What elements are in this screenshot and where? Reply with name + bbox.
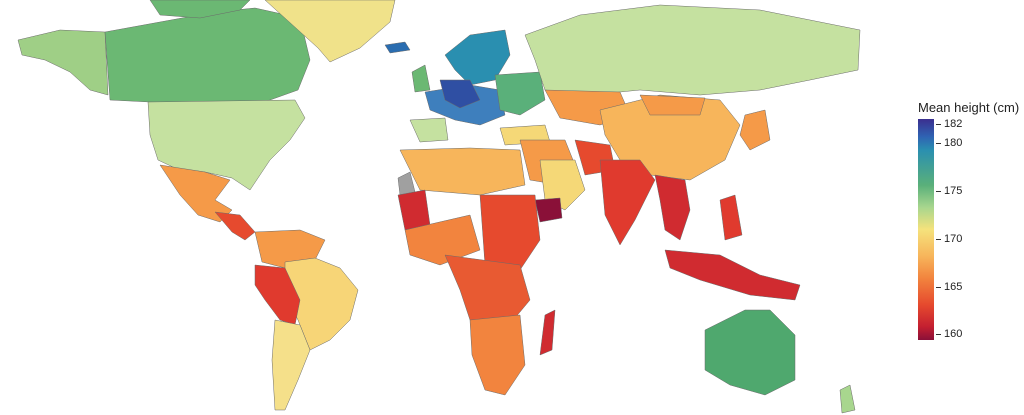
region-central-america: [214, 211, 256, 241]
legend-tick-label-182: 182: [944, 118, 963, 130]
legend-tick-180: [936, 143, 941, 144]
region-yemen: [534, 197, 563, 223]
legend-title: Mean height (cm): [918, 100, 1020, 115]
world-map: [17, 0, 861, 414]
legend-tick-165: [936, 287, 941, 288]
legend-tick-label-170: 170: [944, 233, 963, 245]
region-madagascar: [539, 309, 556, 356]
region-eastern-europe: [494, 71, 546, 116]
legend-tick-label-165: 165: [944, 281, 963, 293]
region-uk: [411, 64, 431, 93]
legend-tick-175: [936, 191, 941, 192]
legend-tick-label-180: 180: [944, 137, 963, 149]
region-east-africa: [479, 194, 541, 271]
legend-tick-160: [936, 334, 941, 335]
region-australia: [704, 309, 796, 396]
region-usa: [147, 99, 306, 191]
region-iberia: [409, 117, 449, 143]
region-canada: [104, 7, 311, 106]
region-north-africa: [399, 147, 526, 196]
region-southeast-asia: [654, 174, 691, 241]
region-scandinavia: [444, 29, 511, 86]
region-arabia: [539, 159, 586, 211]
legend-tick-label-175: 175: [944, 185, 963, 197]
region-iceland: [384, 41, 411, 54]
legend-tick-182: [936, 124, 941, 125]
region-canada-islands: [149, 0, 251, 19]
region-mongolia: [639, 94, 706, 116]
region-japan: [739, 109, 771, 151]
region-indonesia: [664, 249, 801, 301]
region-argentina-chile: [271, 319, 311, 411]
region-central-europe: [439, 79, 481, 109]
region-philippines: [719, 194, 743, 241]
region-alaska: [17, 29, 109, 96]
region-new-zealand: [839, 384, 856, 414]
region-greenland: [264, 0, 396, 63]
legend-color-scale: [918, 119, 934, 340]
region-mauritania: [397, 189, 431, 231]
region-india: [599, 159, 656, 246]
region-southern-africa: [469, 314, 526, 396]
region-russia: [524, 4, 861, 96]
region-mexico: [159, 164, 233, 223]
legend-tick-label-160: 160: [944, 328, 963, 340]
legend-tick-170: [936, 239, 941, 240]
